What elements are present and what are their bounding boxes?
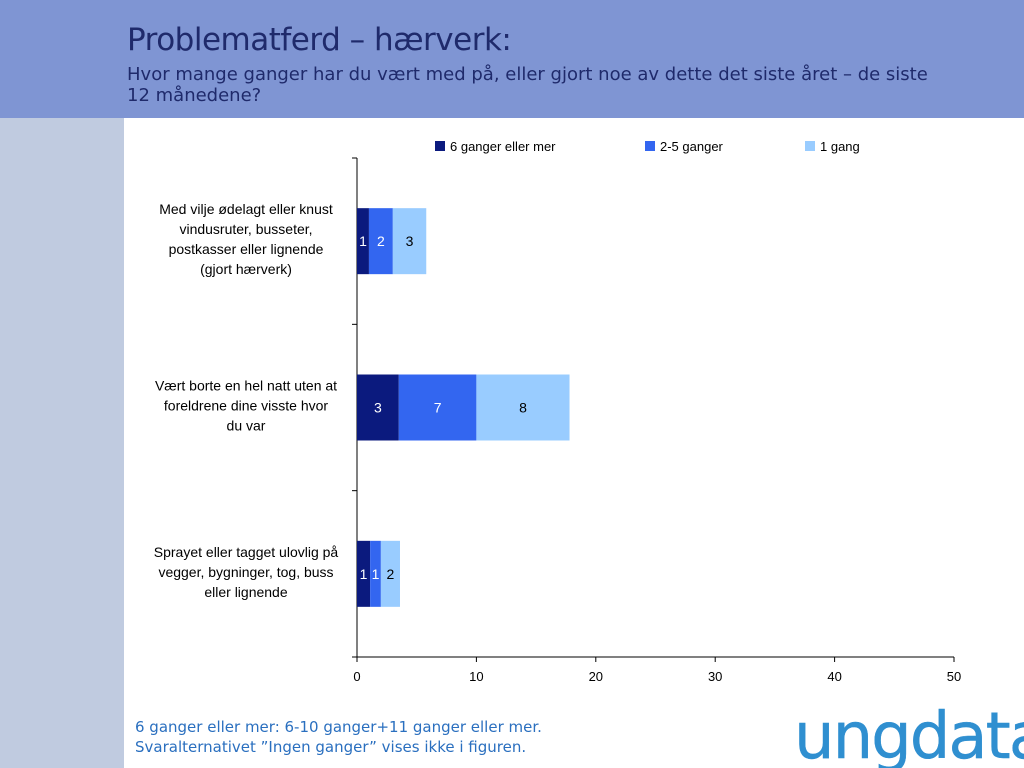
category-label-line: du var (227, 418, 266, 434)
x-tick-label: 10 (469, 669, 483, 684)
legend-label: 6 ganger eller mer (450, 139, 556, 154)
x-tick-label: 0 (353, 669, 360, 684)
bar-segment (357, 374, 399, 441)
bar-segment (380, 540, 400, 607)
bar-value-label: 1 (359, 233, 367, 249)
bar-segment (368, 208, 393, 275)
bar-value-label: 7 (434, 400, 442, 416)
category-label-line: Sprayet eller tagget ulovlig på (154, 544, 339, 560)
legend-swatch (645, 141, 655, 151)
bar-segment (370, 540, 381, 607)
bar-value-label: 2 (377, 233, 385, 249)
category-label: Sprayet eller tagget ulovlig på vegger, b… (154, 544, 339, 600)
category-label-line: vegger, bygninger, tog, buss (158, 564, 333, 580)
bar-value-label: 1 (360, 566, 368, 582)
footnote-line-2: Svaralternativet ”Ingen ganger” vises ik… (135, 738, 527, 756)
category-label-line: foreldrene dine visste hvor (164, 398, 329, 414)
x-tick-label: 40 (827, 669, 841, 684)
category-label-line: (gjort hærverk) (200, 261, 292, 277)
bar-segment (398, 374, 477, 441)
legend-swatch (805, 141, 815, 151)
bar-segment (357, 208, 369, 275)
category-label-line: eller lignende (204, 584, 287, 600)
bar-segment (476, 374, 570, 441)
legend-label: 1 gang (820, 139, 860, 154)
x-tick-label: 20 (589, 669, 603, 684)
category-label-line: Vært borte en hel natt uten at (155, 378, 337, 394)
bar-value-label: 1 (372, 566, 380, 582)
left-sidebar-band (0, 118, 124, 768)
ungdata-logo: ungdata (794, 700, 1024, 768)
x-tick-label: 30 (708, 669, 722, 684)
bar-segment (357, 540, 371, 607)
footnote-line-1: 6 ganger eller mer: 6-10 ganger+11 gange… (135, 718, 542, 736)
page-subtitle: Hvor mange ganger har du vært med på, el… (127, 64, 928, 106)
bar-value-label: 8 (519, 400, 527, 416)
bar-value-label: 3 (374, 400, 382, 416)
category-label: Med vilje ødelagt eller knust vindusruter… (159, 201, 333, 277)
legend-label: 2-5 ganger (660, 139, 724, 154)
footnote: 6 ganger eller mer: 6-10 ganger+11 gange… (135, 717, 542, 757)
bar-value-label: 2 (387, 566, 395, 582)
svg-text:ungdata: ungdata (794, 700, 1024, 768)
category-label-line: Med vilje ødelagt eller knust (159, 201, 333, 217)
bar-segment (392, 208, 427, 275)
page-title: Problematferd – hærverk: (127, 22, 512, 58)
bar-value-label: 3 (406, 233, 414, 249)
category-label-line: postkasser eller lignende (169, 241, 324, 257)
category-label: Vært borte en hel natt uten at foreldrene… (155, 378, 337, 434)
category-label-line: vindusruter, busseter, (179, 221, 312, 237)
x-tick-label: 50 (947, 669, 961, 684)
legend-swatch (435, 141, 445, 151)
header-band: Problematferd – hærverk: Hvor mange gang… (0, 0, 1024, 118)
